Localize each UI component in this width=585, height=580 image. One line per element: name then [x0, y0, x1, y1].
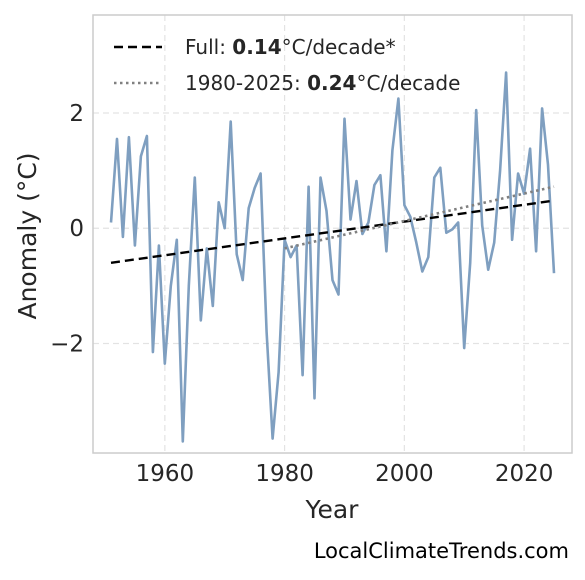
x-tick-label: 2000 [375, 461, 434, 487]
legend-label-recent: 1980-2025: 0.24°C/decade [185, 71, 460, 95]
series-line-trend-recent [284, 185, 555, 250]
y-tick-label: 0 [69, 216, 84, 242]
x-axis-label: Year [305, 495, 360, 524]
y-tick-label: 2 [69, 101, 84, 127]
watermark: LocalClimateTrends.com [313, 539, 569, 563]
chart-lines [109, 71, 556, 443]
x-tick-label: 2020 [495, 461, 554, 487]
plot-frame [92, 14, 573, 454]
y-axis-label: Anomaly (°C) [13, 152, 42, 319]
grid [93, 15, 572, 453]
series-line-anomaly [109, 71, 556, 443]
x-tick-labels: 1960 1980 2000 2020 [136, 461, 554, 487]
legend: Full: 0.14°C/decade* 1980-2025: 0.24°C/de… [114, 35, 460, 95]
y-tick-labels: −2 0 2 [50, 101, 84, 358]
y-tick-label: −2 [50, 332, 84, 358]
x-tick-label: 1980 [255, 461, 314, 487]
legend-label-full: Full: 0.14°C/decade* [185, 35, 396, 59]
series-line-trend-full [110, 199, 555, 264]
x-tick-label: 1960 [136, 461, 195, 487]
